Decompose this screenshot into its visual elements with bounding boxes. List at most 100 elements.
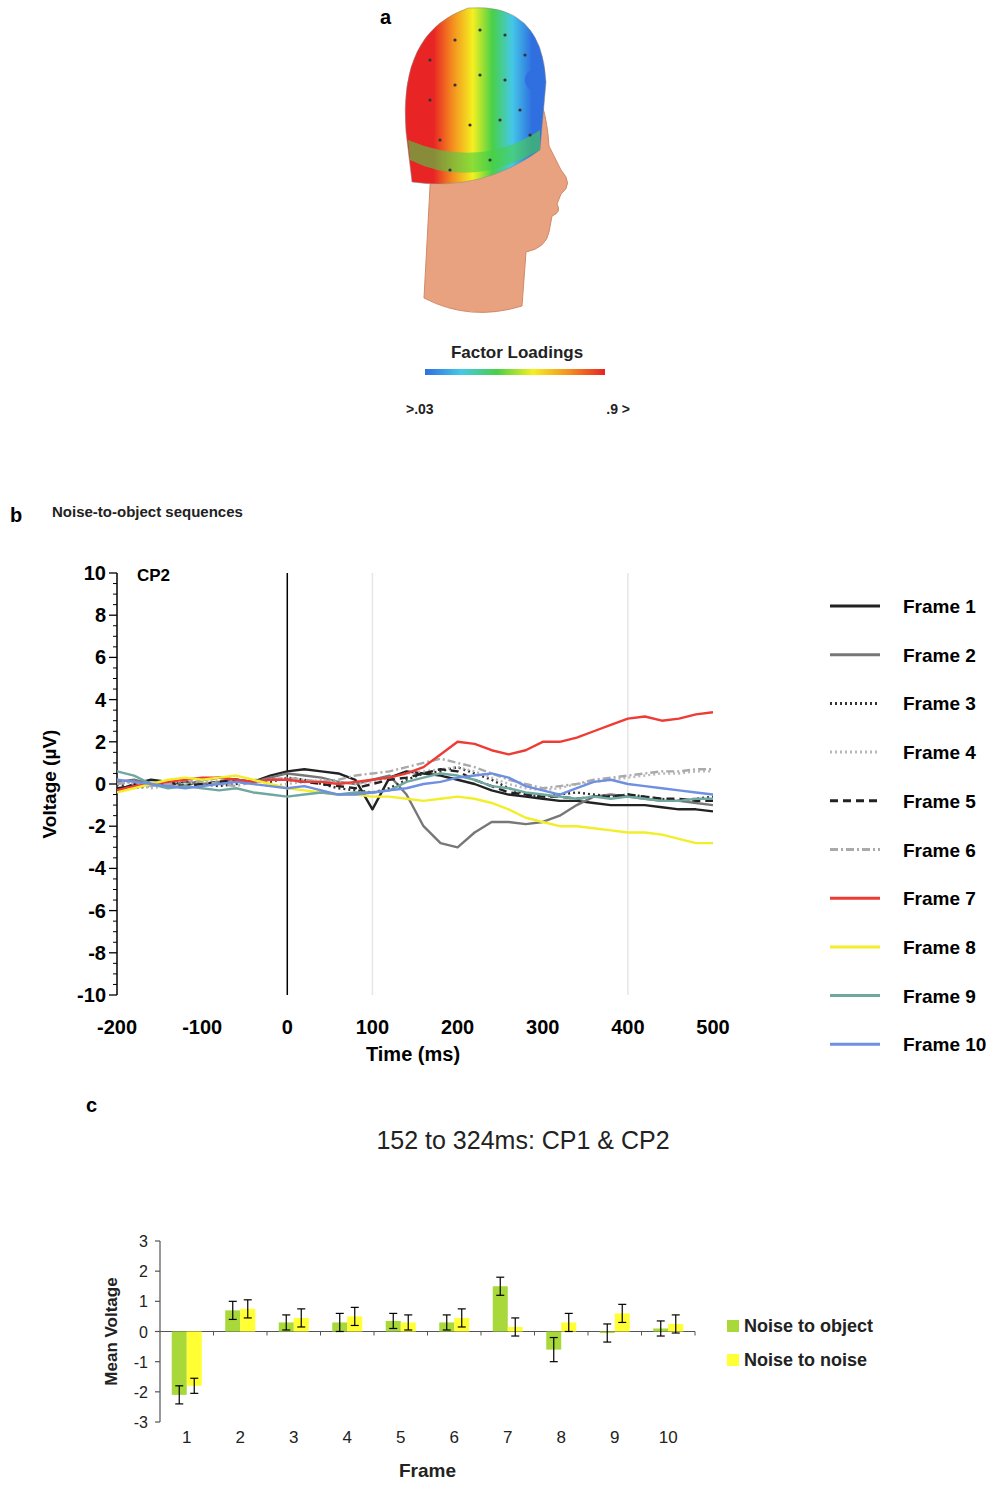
y-tick-label: -2 <box>88 815 106 837</box>
y-tick-label: 3 <box>139 1233 148 1250</box>
error-stem <box>393 1313 394 1328</box>
legend-label: Frame 9 <box>903 986 976 1007</box>
error-stem <box>607 1324 608 1342</box>
y-tick <box>109 572 117 573</box>
legend-label: Noise to object <box>744 1316 873 1336</box>
electrode <box>518 108 521 111</box>
x-tick-label: 6 <box>450 1428 459 1447</box>
error-cap <box>672 1314 680 1315</box>
y-tick-label: -4 <box>88 857 107 879</box>
y-minor-tick <box>113 942 117 943</box>
error-stem <box>232 1301 233 1319</box>
error-stem <box>408 1315 409 1330</box>
x-tick <box>320 1332 321 1336</box>
error-stem <box>301 1309 302 1327</box>
error-cap <box>550 1337 558 1338</box>
error-stem <box>446 1315 447 1330</box>
y-tick <box>109 615 117 616</box>
series-line <box>117 771 713 801</box>
y-tick <box>155 1391 160 1392</box>
x-tick-label: 400 <box>611 1016 644 1038</box>
electrode <box>438 138 441 141</box>
annotation: CP2 <box>137 566 170 585</box>
legend-swatch <box>830 848 880 851</box>
error-cap <box>297 1308 305 1309</box>
figure: aFactor Loadings>.03.9 >bNoise-to-object… <box>0 0 1006 1486</box>
error-cap <box>443 1314 451 1315</box>
electrode <box>488 158 491 161</box>
chart-title: Noise-to-object sequences <box>52 503 243 520</box>
y-minor-tick <box>113 594 117 595</box>
y-minor-tick <box>113 857 117 858</box>
legend-swatch <box>830 799 880 802</box>
y-minor-tick <box>113 752 117 753</box>
error-cap <box>389 1313 397 1314</box>
y-axis-title: Mean Voltage <box>102 1277 121 1385</box>
x-tick-label: 9 <box>610 1428 619 1447</box>
y-tick <box>109 826 117 827</box>
y-minor-tick <box>113 921 117 922</box>
error-bar <box>404 1315 412 1330</box>
y-minor-tick <box>113 636 117 637</box>
reference-line <box>372 573 374 995</box>
x-tick <box>267 1332 268 1336</box>
error-cap <box>657 1335 665 1336</box>
error-cap <box>351 1307 359 1308</box>
error-cap <box>672 1332 680 1333</box>
electrode <box>453 38 456 41</box>
error-bar <box>175 1386 183 1404</box>
error-cap <box>511 1335 519 1336</box>
legend-label: Frame 4 <box>903 742 976 763</box>
error-stem <box>568 1313 569 1331</box>
error-stem <box>500 1277 501 1295</box>
y-tick <box>155 1361 160 1362</box>
head-model <box>405 8 567 313</box>
y-tick <box>155 1421 160 1422</box>
y-minor-tick <box>113 604 117 605</box>
y-tick-label: 0 <box>95 773 106 795</box>
error-bar <box>190 1378 198 1393</box>
legend-label: Frame 6 <box>903 840 976 861</box>
error-bar <box>244 1300 252 1318</box>
y-tick-label: -1 <box>134 1354 148 1371</box>
legend-label: Frame 1 <box>903 596 976 617</box>
y-minor-tick <box>113 773 117 774</box>
x-tick-label: 100 <box>356 1016 389 1038</box>
y-minor-tick <box>113 815 117 816</box>
x-axis-title: Frame <box>399 1460 456 1481</box>
error-cap <box>336 1331 344 1332</box>
y-tick <box>109 699 117 700</box>
error-cap <box>229 1301 237 1302</box>
y-tick <box>109 741 117 742</box>
y-minor-tick <box>113 762 117 763</box>
error-cap <box>229 1319 237 1320</box>
legend-swatch <box>727 1354 739 1366</box>
error-cap <box>282 1329 290 1330</box>
y-tick <box>155 1331 160 1332</box>
error-stem <box>354 1307 355 1325</box>
error-cap <box>657 1320 665 1321</box>
error-bar <box>229 1301 237 1319</box>
error-bar <box>618 1304 626 1322</box>
x-tick-label: -100 <box>182 1016 222 1038</box>
x-tick-label: 8 <box>557 1428 566 1447</box>
error-stem <box>622 1304 623 1322</box>
y-tick <box>109 910 117 911</box>
x-tick <box>695 1332 696 1336</box>
y-minor-tick <box>113 878 117 879</box>
legend-label: Frame 7 <box>903 888 976 909</box>
error-cap <box>351 1325 359 1326</box>
error-cap <box>565 1313 573 1314</box>
error-stem <box>339 1313 340 1331</box>
y-tick <box>109 783 117 784</box>
y-minor-tick <box>113 847 117 848</box>
electrode <box>478 28 481 31</box>
scalp-map <box>405 8 546 184</box>
error-cap <box>511 1317 519 1318</box>
error-stem <box>515 1318 516 1336</box>
error-cap <box>565 1331 573 1332</box>
error-bar <box>603 1324 611 1342</box>
error-bar <box>657 1321 665 1336</box>
error-cap <box>244 1317 252 1318</box>
error-bar <box>443 1315 451 1330</box>
